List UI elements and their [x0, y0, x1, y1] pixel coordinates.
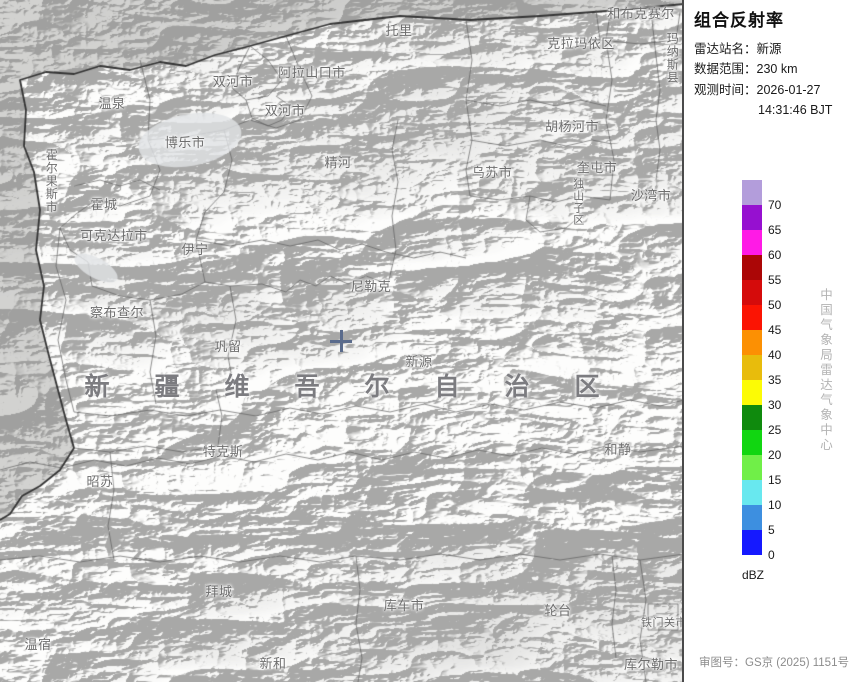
station-value: 新源 — [756, 42, 782, 56]
colorbar-band — [742, 505, 762, 530]
observation-time-label: 观测时间： — [694, 82, 757, 97]
map-approval-number: 审图号：GS京 (2025) 1151号 — [699, 657, 849, 669]
colorbar-band — [742, 355, 762, 380]
colorbar: 70 65 60 55 50 45 40 35 30 25 20 15 10 5 0 — [742, 180, 781, 562]
info-panel: 组合反射率 雷达站名： 新源 数据范围： 230 km 观测时间： 2026-0… — [686, 0, 860, 682]
map-panel[interactable]: 新疆维吾尔自治区 托里 和布克赛尔 克拉玛依区 玛纳斯县 阿拉山口市 双河市 双河市 温泉 胡杨… — [0, 0, 684, 682]
colorbar-band — [742, 455, 762, 480]
colorbar-tick-label: 5 — [768, 523, 775, 537]
observation-date-value: 2026-01-27 — [756, 82, 821, 97]
range-value: 230 km — [756, 62, 798, 77]
colorbar-band — [742, 430, 762, 455]
meta-row-range: 数据范围： 230 km — [694, 60, 860, 79]
colorbar-tick-label: 50 — [768, 298, 782, 312]
colorbar-tick-label: 25 — [768, 423, 782, 437]
product-header: 组合反射率 雷达站名： 新源 数据范围： 230 km 观测时间： 2026-0… — [694, 6, 860, 121]
colorbar-band — [742, 205, 762, 230]
colorbar-band — [742, 280, 762, 305]
colorbar-tick-label: 10 — [768, 498, 782, 512]
colorbar-tick-label: 30 — [768, 398, 782, 412]
marker-vertical-bar — [339, 330, 343, 352]
radar-station-marker[interactable] — [330, 330, 352, 352]
meta-row-time: 观测时间： 2026-01-27 — [694, 81, 860, 100]
colorbar-tick-label: 0 — [768, 548, 775, 562]
colorbar-band — [742, 380, 762, 405]
colorbar-unit-label: dBZ — [742, 568, 765, 582]
colorbar-tick-label: 45 — [768, 323, 782, 337]
meta-row-station: 雷达站名： 新源 — [694, 40, 860, 59]
colorbar-tick-label: 55 — [768, 273, 782, 287]
colorbar-tick-label: 15 — [768, 473, 782, 487]
colorbar-band — [742, 330, 762, 355]
colorbar-band — [742, 305, 762, 330]
colorbar-tick-label: 65 — [768, 223, 782, 237]
colorbar-tick-label: 40 — [768, 348, 782, 362]
colorbar-band — [742, 230, 762, 255]
colorbar-band — [742, 255, 762, 280]
colorbar-tick-label: 60 — [768, 248, 782, 262]
station-label: 雷达站名： — [694, 42, 757, 56]
colorbar-tick-label: 20 — [768, 448, 782, 462]
page-title: 组合反射率 — [694, 11, 784, 30]
observation-time-value: 14:31:46 BJT — [758, 103, 833, 118]
agency-watermark: 中国气象局雷达气象中心 — [818, 288, 832, 453]
colorbar-band — [742, 405, 762, 430]
colorbar-tick-label: 70 — [768, 198, 782, 212]
colorbar-band — [742, 480, 762, 505]
colorbar-band — [742, 180, 762, 205]
range-label: 数据范围： — [694, 62, 757, 77]
colorbar-bands — [742, 180, 762, 555]
colorbar-band — [742, 530, 762, 555]
colorbar-tick-label: 35 — [768, 373, 782, 387]
